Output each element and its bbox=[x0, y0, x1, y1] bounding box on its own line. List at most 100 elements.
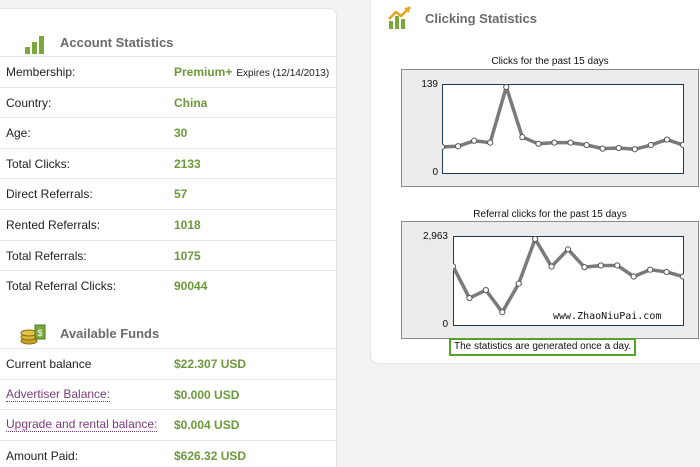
svg-text:$: $ bbox=[37, 328, 42, 338]
account-row: Direct Referrals: 57 bbox=[0, 178, 337, 209]
funds-row: Upgrade and rental balance: $0.004 USD bbox=[0, 409, 337, 440]
account-row: Age: 30 bbox=[0, 117, 337, 148]
data-point bbox=[532, 236, 539, 243]
panel-title: Clicking Statistics bbox=[425, 11, 537, 26]
balance-link[interactable]: Advertiser Balance: bbox=[6, 386, 111, 402]
row-value: $22.307 USD bbox=[174, 357, 246, 371]
row-value: 57 bbox=[174, 187, 187, 201]
section-title: Available Funds bbox=[60, 326, 160, 341]
row-value: $0.000 USD bbox=[174, 388, 239, 402]
row-value-text: 2133 bbox=[174, 156, 201, 171]
data-point bbox=[679, 141, 684, 149]
funds-row: Amount Paid: $626.32 USD bbox=[0, 439, 337, 467]
data-point bbox=[471, 137, 478, 144]
balance-link[interactable]: Upgrade and rental balance: bbox=[6, 417, 158, 433]
row-label: Age: bbox=[6, 126, 31, 141]
chart-title: Referral clicks for the past 15 days bbox=[473, 209, 627, 220]
row-value: 1018 bbox=[174, 218, 201, 232]
row-label: Rented Referrals: bbox=[6, 218, 101, 232]
row-value-text: $22.307 USD bbox=[174, 357, 247, 371]
watermark-text: www.ZhaoNiuPai.com bbox=[551, 311, 664, 322]
row-value-text: $0.000 USD bbox=[174, 387, 240, 402]
data-point bbox=[487, 139, 494, 146]
row-label: Total Clicks: bbox=[6, 156, 71, 171]
row-value-text: 1018 bbox=[174, 218, 201, 232]
data-point bbox=[679, 273, 684, 280]
data-point bbox=[499, 309, 506, 316]
account-row: Total Referral Clicks: 90044 bbox=[0, 270, 337, 301]
data-point bbox=[614, 262, 621, 269]
trend-chart-icon bbox=[388, 6, 411, 29]
y-tick-label: 2,963 bbox=[422, 231, 448, 242]
coins-icon: $ bbox=[20, 324, 46, 345]
expiry-text: Expires (12/14/2013) bbox=[236, 68, 330, 79]
data-point bbox=[535, 140, 542, 147]
data-point bbox=[631, 146, 638, 153]
data-point bbox=[564, 246, 572, 253]
data-point bbox=[442, 143, 446, 150]
row-value: $626.32 USD bbox=[174, 449, 246, 463]
section-title: Account Statistics bbox=[60, 35, 174, 50]
funds-row: Current balance $22.307 USD bbox=[0, 348, 337, 379]
row-value-text: 1075 bbox=[174, 248, 201, 263]
row-value-text: 90044 bbox=[174, 279, 208, 294]
account-row: Total Clicks: 2133 bbox=[0, 147, 337, 179]
row-value: China bbox=[174, 96, 207, 110]
plot-border bbox=[453, 236, 684, 326]
row-value: 1075 bbox=[174, 249, 201, 263]
row-value-text: $626.32 USD bbox=[174, 448, 247, 463]
row-label: Direct Referrals: bbox=[6, 187, 93, 202]
row-value-text: Premium+ bbox=[174, 65, 233, 79]
plot-border bbox=[442, 84, 684, 174]
data-point bbox=[630, 273, 637, 280]
row-label: Total Referral Clicks: bbox=[6, 279, 117, 294]
series-line bbox=[442, 85, 684, 151]
row-value-text: 57 bbox=[174, 187, 188, 202]
row-value-text: China bbox=[174, 95, 208, 110]
data-point bbox=[548, 263, 555, 270]
data-point bbox=[647, 141, 654, 149]
row-label: Amount Paid: bbox=[6, 448, 79, 463]
available-funds-header: $ Available Funds bbox=[0, 308, 337, 356]
data-point bbox=[615, 144, 622, 152]
row-label: Current balance bbox=[6, 357, 92, 371]
data-point bbox=[663, 268, 670, 276]
data-point bbox=[663, 136, 671, 143]
data-point bbox=[599, 145, 606, 152]
data-point bbox=[515, 280, 522, 287]
row-label: Membership: bbox=[6, 65, 76, 79]
funds-row: Advertiser Balance: $0.000 USD bbox=[0, 378, 337, 410]
row-label: Country: bbox=[6, 95, 52, 110]
bar-chart-icon bbox=[25, 36, 44, 54]
row-value: 90044 bbox=[174, 279, 207, 293]
data-point bbox=[482, 287, 489, 294]
row-value: 2133 bbox=[174, 157, 201, 171]
account-row: Country: China bbox=[0, 86, 337, 118]
data-point bbox=[597, 262, 604, 269]
data-point bbox=[503, 84, 510, 91]
generation-note: The statistics are generated once a day. bbox=[449, 338, 637, 356]
data-point bbox=[581, 264, 588, 271]
data-point bbox=[454, 143, 462, 150]
y-tick-label: 139 bbox=[421, 79, 438, 90]
account-row: Rented Referrals: 1018 bbox=[0, 209, 337, 240]
y-tick-label: 0 bbox=[432, 167, 438, 178]
data-point bbox=[583, 141, 590, 149]
data-point bbox=[647, 266, 654, 273]
row-value: 30 bbox=[174, 126, 187, 140]
data-point bbox=[519, 134, 526, 141]
data-point bbox=[551, 139, 558, 146]
account-statistics-header: Account Statistics bbox=[0, 17, 337, 65]
data-point bbox=[453, 263, 457, 270]
chart-title: Clicks for the past 15 days bbox=[491, 56, 609, 67]
row-value: $0.004 USD bbox=[174, 418, 239, 432]
stats-panel: Account Statistics $ Available Funds bbox=[0, 8, 337, 467]
row-value-text: $0.004 USD bbox=[174, 418, 240, 433]
row-value: Premium+ Expires (12/14/2013) bbox=[174, 65, 329, 79]
account-row: Membership: Premium+ Expires (12/14/2013) bbox=[0, 56, 337, 87]
account-row: Total Referrals: 1075 bbox=[0, 239, 337, 271]
y-tick-label: 0 bbox=[442, 319, 448, 330]
clicks-plot-area bbox=[442, 84, 684, 174]
row-label: Total Referrals: bbox=[6, 248, 87, 263]
